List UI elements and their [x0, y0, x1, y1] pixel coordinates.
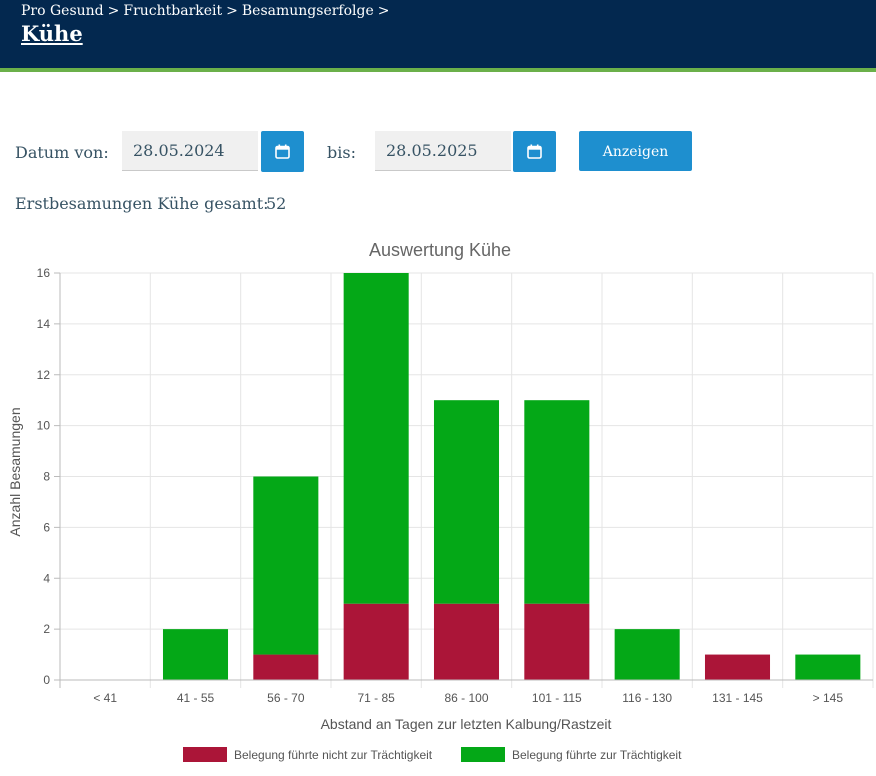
breadcrumb-separator: >: [107, 3, 120, 19]
breadcrumb-item-pro-gesund[interactable]: Pro Gesund: [21, 3, 104, 19]
chart-title: Auswertung Kühe: [369, 240, 511, 260]
y-tick-label: 16: [37, 266, 51, 280]
bar-segment[interactable]: [162, 629, 229, 680]
y-tick-label: 6: [43, 520, 50, 534]
x-tick-label: < 41: [93, 691, 117, 705]
legend-swatch[interactable]: [461, 747, 505, 762]
x-axis-title: Abstand an Tagen zur letzten Kalbung/Ras…: [321, 716, 612, 732]
y-tick-label: 2: [43, 622, 50, 636]
bar-segment[interactable]: [343, 273, 409, 604]
bar-segment[interactable]: [524, 603, 590, 680]
y-tick-label: 12: [37, 368, 51, 382]
y-tick-label: 8: [43, 470, 50, 484]
chart-bars: [162, 273, 861, 680]
y-tick-label: 0: [43, 673, 50, 687]
bar-segment[interactable]: [614, 629, 680, 680]
date-to-field[interactable]: 28.05.2025: [375, 131, 511, 171]
breadcrumb-separator: >: [377, 3, 390, 19]
date-from-field[interactable]: 28.05.2024: [122, 131, 258, 171]
bar-segment[interactable]: [253, 476, 319, 655]
bar-segment[interactable]: [253, 654, 319, 680]
bar-segment[interactable]: [343, 603, 409, 680]
bar-segment[interactable]: [795, 654, 861, 680]
date-from-calendar-button[interactable]: [261, 131, 304, 172]
x-tick-label: 86 - 100: [444, 691, 488, 705]
date-to-calendar-button[interactable]: [513, 131, 556, 172]
date-from-label: Datum von:: [15, 143, 109, 162]
x-tick-label: > 145: [813, 691, 844, 705]
x-tick-label: 116 - 130: [622, 691, 672, 705]
breadcrumb-item-fruchtbarkeit[interactable]: Fruchtbarkeit: [123, 3, 223, 19]
x-tick-label: 101 - 115: [532, 691, 582, 705]
x-tick-label: 56 - 70: [267, 691, 305, 705]
breadcrumb-separator: >: [226, 3, 238, 19]
x-tick-label: 71 - 85: [357, 691, 395, 705]
x-tick-label: 41 - 55: [177, 691, 215, 705]
bar-segment[interactable]: [433, 603, 500, 680]
insemination-chart: 0 2 4 6 8 10 12 14 16 < 41 41 - 55 56 - 70 71 - 85 86…: [7, 240, 874, 762]
show-button[interactable]: Anzeigen: [579, 131, 692, 171]
bar-segment[interactable]: [704, 654, 771, 680]
legend-label[interactable]: Belegung führte zur Trächtigkeit: [512, 748, 682, 762]
page-title: Kühe: [21, 21, 83, 46]
chart-axes: 0 2 4 6 8 10 12 14 16 < 41 41 - 55 56 - 70 71 - 85 86…: [37, 266, 873, 705]
legend-swatch[interactable]: [183, 747, 227, 762]
y-tick-label: 4: [43, 571, 50, 585]
chart-legend: Belegung führte nicht zur Trächtigkeit Be…: [183, 747, 682, 762]
bar-segment[interactable]: [524, 400, 590, 604]
header-bar: Pro Gesund > Fruchtbarkeit > Besamungserfolg…: [0, 0, 876, 68]
legend-label[interactable]: Belegung führte nicht zur Trächtigkeit: [234, 748, 433, 762]
header-divider: [0, 68, 876, 72]
y-tick-label: 14: [37, 317, 51, 331]
x-tick-label: 131 - 145: [712, 691, 763, 705]
breadcrumb-item-besamungserfolge[interactable]: Besamungserfolge: [241, 3, 374, 19]
calendar-icon: [527, 144, 542, 159]
date-to-label: bis:: [327, 143, 356, 162]
summary-label: Erstbesamungen Kühe gesamt:: [15, 194, 269, 213]
breadcrumb: Pro Gesund > Fruchtbarkeit > Besamungserfolg…: [21, 3, 394, 19]
y-tick-label: 10: [37, 419, 51, 433]
y-axis-title: Anzahl Besamungen: [7, 407, 23, 536]
calendar-icon: [275, 144, 290, 159]
bar-segment[interactable]: [433, 400, 500, 604]
summary-value: 52: [266, 194, 287, 213]
